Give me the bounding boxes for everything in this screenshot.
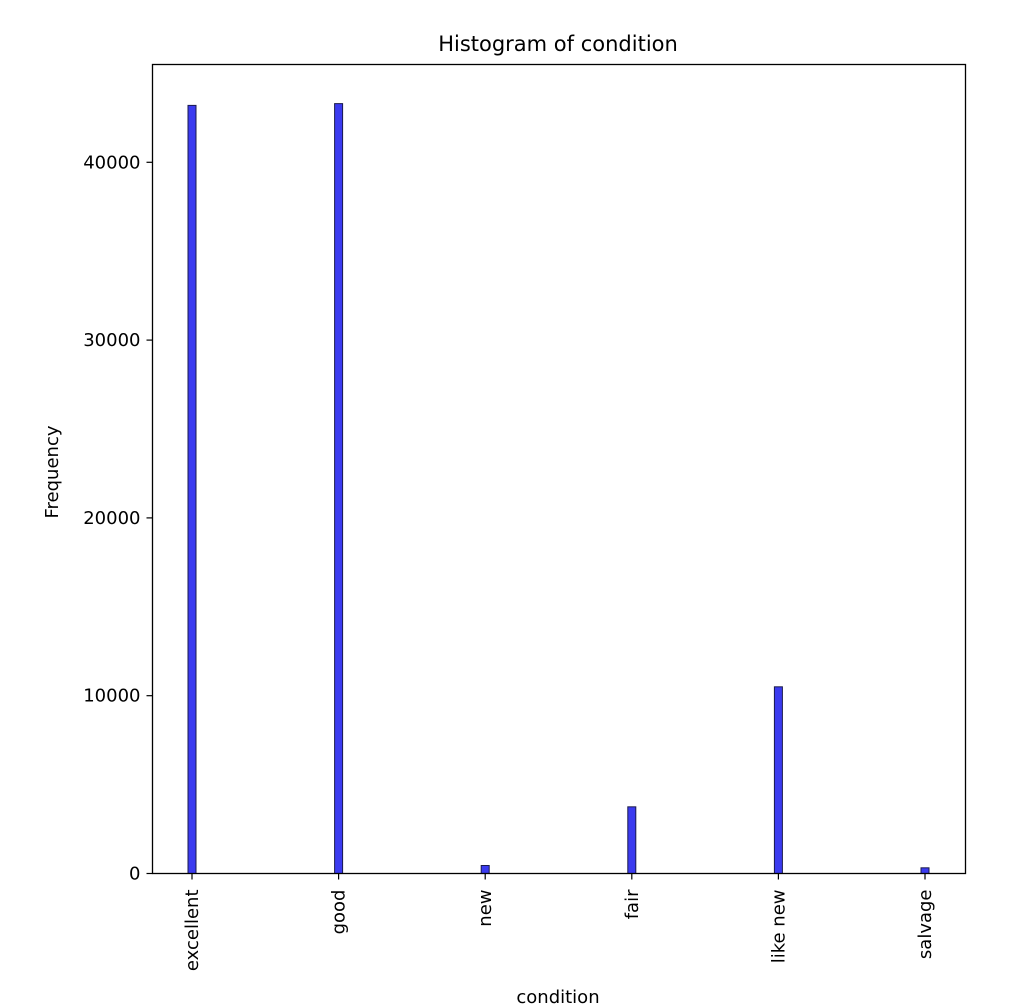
- y-tick-label: 20000: [83, 508, 140, 529]
- x-tick-label: fair: [622, 889, 643, 919]
- bars-group: [187, 103, 930, 875]
- y-axis-label: Frequency: [42, 425, 63, 518]
- x-tick-label: new: [475, 890, 496, 927]
- bar-new: [480, 864, 490, 874]
- x-tick-label: good: [329, 890, 350, 935]
- bar-excellent: [187, 104, 197, 874]
- bar-like-new: [773, 686, 783, 874]
- x-tick-label: excellent: [182, 890, 203, 972]
- chart-title: Histogram of condition: [438, 32, 678, 56]
- x-tick-label: salvage: [915, 890, 936, 960]
- plot-frame: [151, 63, 967, 875]
- y-tick-label: 40000: [83, 152, 140, 173]
- bar-fair: [627, 806, 637, 874]
- x-axis-ticks: excellent good new fair like new salvage: [182, 873, 936, 972]
- y-tick-label: 30000: [83, 330, 140, 351]
- x-axis-label: condition: [516, 987, 599, 1006]
- bar-good: [334, 103, 344, 875]
- bar-salvage: [920, 867, 930, 874]
- y-tick-label: 10000: [83, 686, 140, 707]
- y-axis-ticks: 0 10000 20000 30000 40000: [83, 152, 153, 885]
- x-tick-label: like new: [768, 890, 789, 964]
- y-tick-label: 0: [129, 864, 140, 885]
